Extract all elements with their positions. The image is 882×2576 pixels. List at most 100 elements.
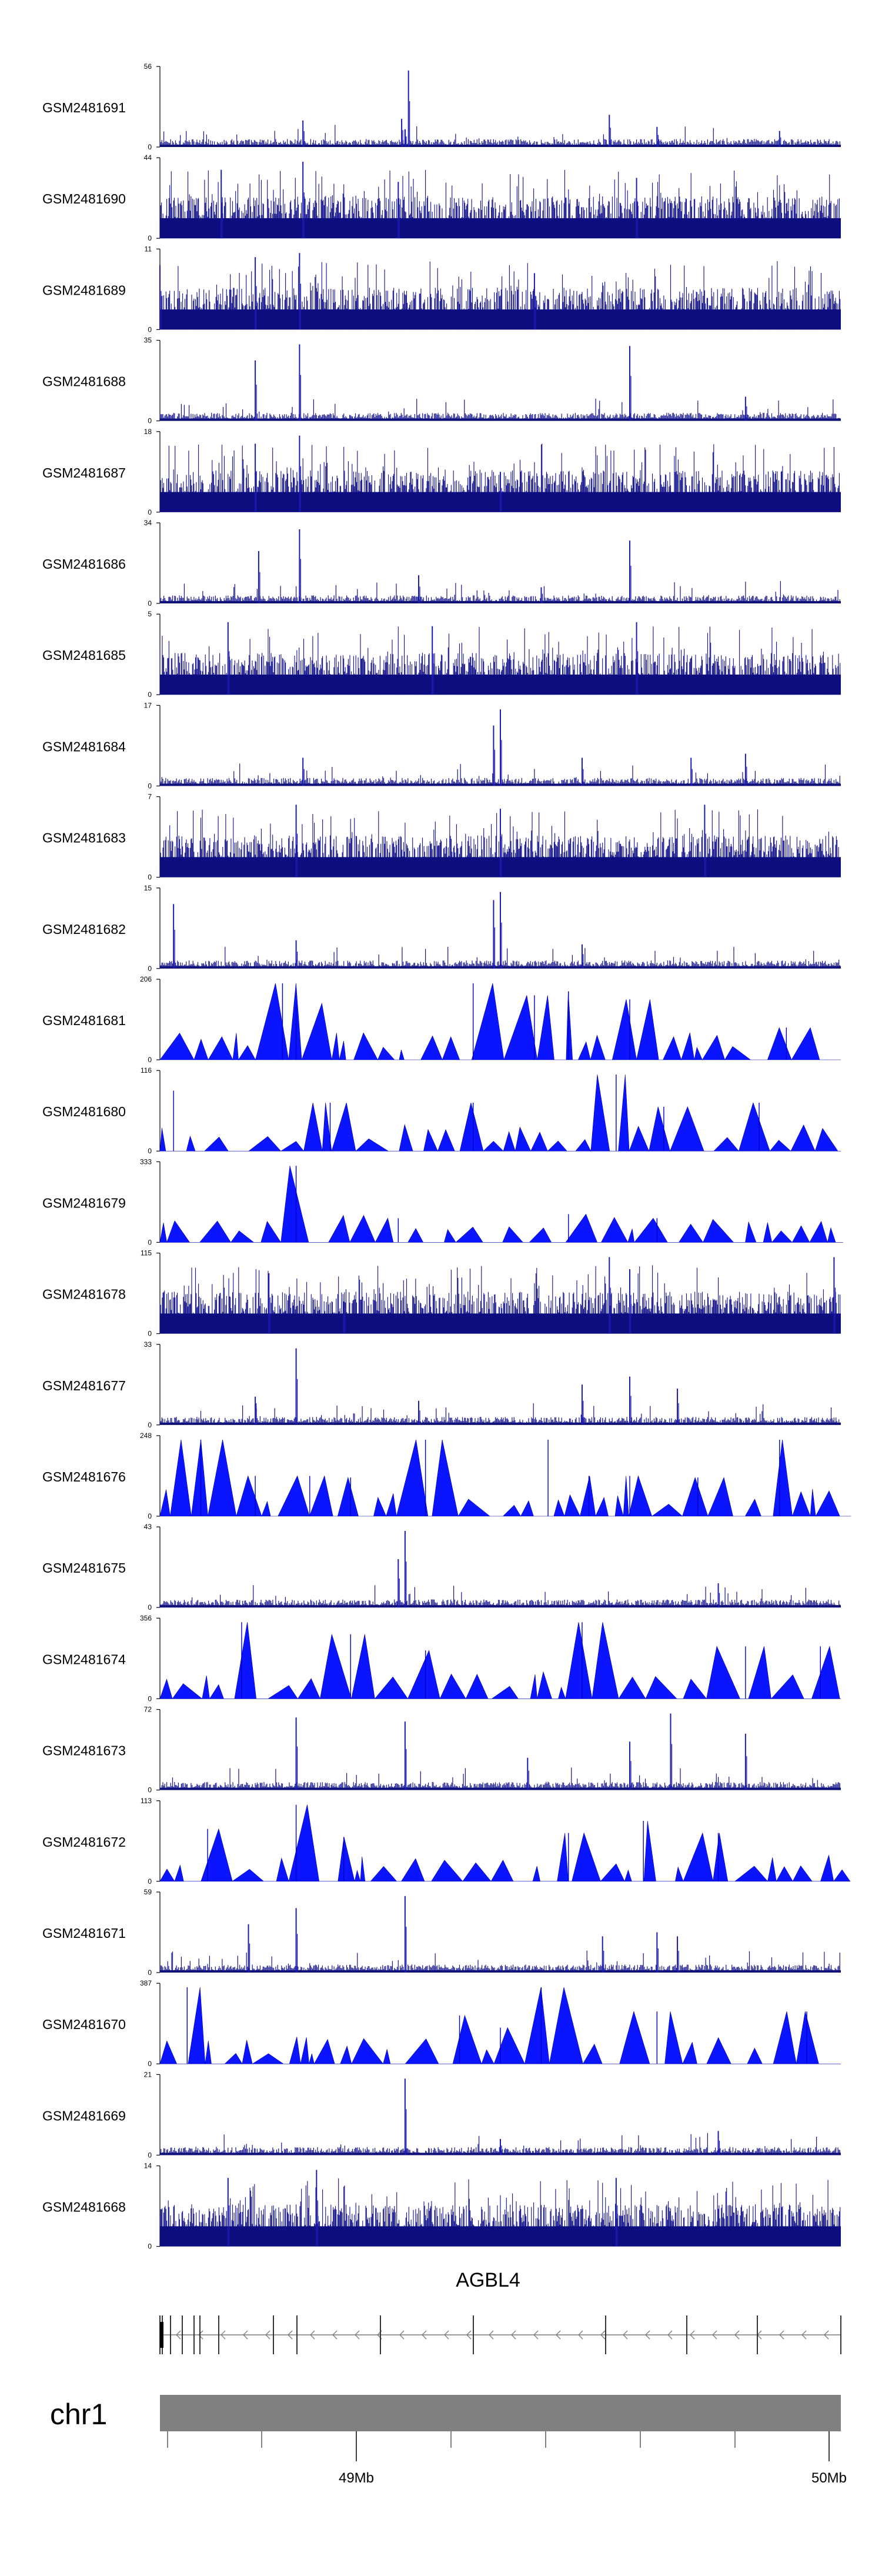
coverage-baseline-fill (160, 309, 841, 330)
y-axis-min-label: 0 (148, 325, 152, 333)
track-label: GSM2481691 (42, 100, 126, 115)
track-GSM2481675: GSM2481675 43 0 (42, 1523, 841, 1611)
chromosome-ideogram: chr1 (50, 2395, 841, 2431)
gene-exon (170, 2315, 171, 2354)
coverage-bars (159, 1585, 840, 1608)
strand-chevron (198, 2330, 203, 2340)
strand-chevron (444, 2330, 449, 2340)
y-axis-max-label: 34 (144, 519, 152, 527)
strand-chevron (667, 2330, 673, 2340)
y-axis-min-label: 0 (148, 1147, 152, 1155)
strand-chevron (355, 2330, 360, 2340)
strand-chevron (265, 2330, 270, 2340)
track-label: GSM2481689 (42, 282, 126, 298)
strand-chevron (623, 2330, 628, 2340)
y-axis-max-label: 356 (140, 1614, 152, 1622)
y-axis-max-label: 11 (145, 245, 152, 253)
y-axis-max-label: 56 (144, 62, 152, 71)
coverage-baseline-fill (160, 418, 841, 421)
track-GSM2481691: GSM2481691 56 0 (42, 62, 841, 151)
y-axis-max-label: 116 (141, 1066, 152, 1075)
strand-chevron (779, 2330, 784, 2340)
track-GSM2481689: GSM2481689 11 0 (42, 245, 841, 333)
track-GSM2481690: GSM2481690 44 0 (42, 154, 841, 242)
y-axis-max-label: 206 (140, 975, 152, 983)
y-axis-min-label: 0 (148, 782, 152, 790)
gene-exon (605, 2315, 606, 2354)
coverage-bars (159, 1950, 840, 1973)
coverage-bars (159, 1767, 840, 1790)
strand-chevron (578, 2330, 583, 2340)
coverage-area (159, 1622, 841, 1700)
y-axis-max-label: 115 (141, 1249, 152, 1257)
y-axis-min-label: 0 (148, 2243, 152, 2251)
track-GSM2481671: GSM2481671 59 0 (42, 1888, 841, 1977)
y-axis-max-label: 14 (144, 2162, 152, 2170)
track-GSM2481676: GSM2481676 248 0 (42, 1432, 851, 1520)
gene-exon (218, 2315, 219, 2354)
y-axis-min-label: 0 (148, 508, 152, 516)
coverage-baseline-fill (160, 2226, 841, 2247)
coverage-area (159, 983, 841, 1061)
gene-track: AGBL4 (159, 2269, 841, 2354)
coverage-baseline-fill (160, 1787, 841, 1790)
track-GSM2481679: GSM2481679 333 0 (42, 1157, 843, 1246)
track-label: GSM2481669 (42, 2108, 126, 2123)
track-label: GSM2481670 (42, 2017, 126, 2032)
coverage-bars (159, 580, 840, 603)
y-axis-max-label: 248 (140, 1432, 152, 1440)
coverage-area (159, 1804, 851, 1882)
y-axis-min-label: 0 (148, 2060, 152, 2068)
track-GSM2481680: GSM2481680 116 0 (42, 1066, 841, 1155)
y-axis-min-label: 0 (148, 417, 152, 425)
y-axis-min-label: 0 (148, 1421, 152, 1429)
track-label: GSM2481685 (42, 648, 126, 663)
y-axis-min-label: 0 (148, 965, 152, 973)
axis-minor-ticks (167, 2431, 736, 2448)
track-label: GSM2481673 (42, 1743, 126, 1759)
y-axis-max-label: 35 (144, 336, 152, 345)
coverage-bars (159, 1403, 840, 1425)
chromosome-bar (160, 2395, 841, 2431)
coverage-baseline-fill (160, 601, 841, 603)
y-axis-max-label: 18 (144, 428, 152, 436)
strand-chevron (645, 2330, 650, 2340)
gene-exon (199, 2315, 201, 2354)
track-GSM2481684: GSM2481684 17 0 (42, 701, 841, 790)
track-GSM2481668: GSM2481668 14 0 (42, 2162, 841, 2251)
track-label: GSM2481679 (42, 1195, 126, 1210)
strand-chevron (243, 2330, 248, 2340)
track-GSM2481678: GSM2481678 115 0 (42, 1249, 841, 1338)
y-axis-min-label: 0 (148, 1877, 152, 1886)
y-axis-min-label: 0 (148, 234, 152, 242)
track-GSM2481687: GSM2481687 18 0 (42, 428, 841, 516)
track-label: GSM2481672 (42, 1834, 126, 1850)
strand-chevron (511, 2330, 516, 2340)
coverage-baseline-fill (160, 1313, 841, 1334)
gene-exon-utr (160, 2322, 163, 2348)
track-label: GSM2481668 (42, 2200, 126, 2215)
gene-exon (380, 2315, 381, 2354)
gene-exon (193, 2315, 195, 2354)
track-label: GSM2481671 (42, 1926, 126, 1941)
coverage-baseline-fill (160, 674, 841, 695)
gene-exon (473, 2315, 474, 2354)
gene-exon (182, 2315, 183, 2354)
strand-chevron (712, 2330, 717, 2340)
y-axis-max-label: 59 (144, 1888, 152, 1896)
track-GSM2481669: GSM2481669 21 0 (42, 2070, 841, 2159)
track-GSM2481672: GSM2481672 113 0 (42, 1797, 851, 1886)
track-GSM2481682: GSM2481682 15 0 (42, 884, 841, 973)
y-axis-min-label: 0 (148, 1786, 152, 1794)
y-axis-max-label: 43 (144, 1523, 152, 1531)
strand-chevron (600, 2330, 606, 2340)
y-axis-min-label: 0 (148, 2151, 152, 2159)
chromosome-label: chr1 (50, 2398, 107, 2431)
strand-chevron (332, 2330, 338, 2340)
y-axis-max-label: 15 (144, 884, 152, 892)
strand-chevron (310, 2330, 315, 2340)
y-axis-max-label: 333 (140, 1157, 152, 1166)
y-axis-min-label: 0 (148, 1512, 152, 1520)
track-label: GSM2481676 (42, 1469, 126, 1484)
